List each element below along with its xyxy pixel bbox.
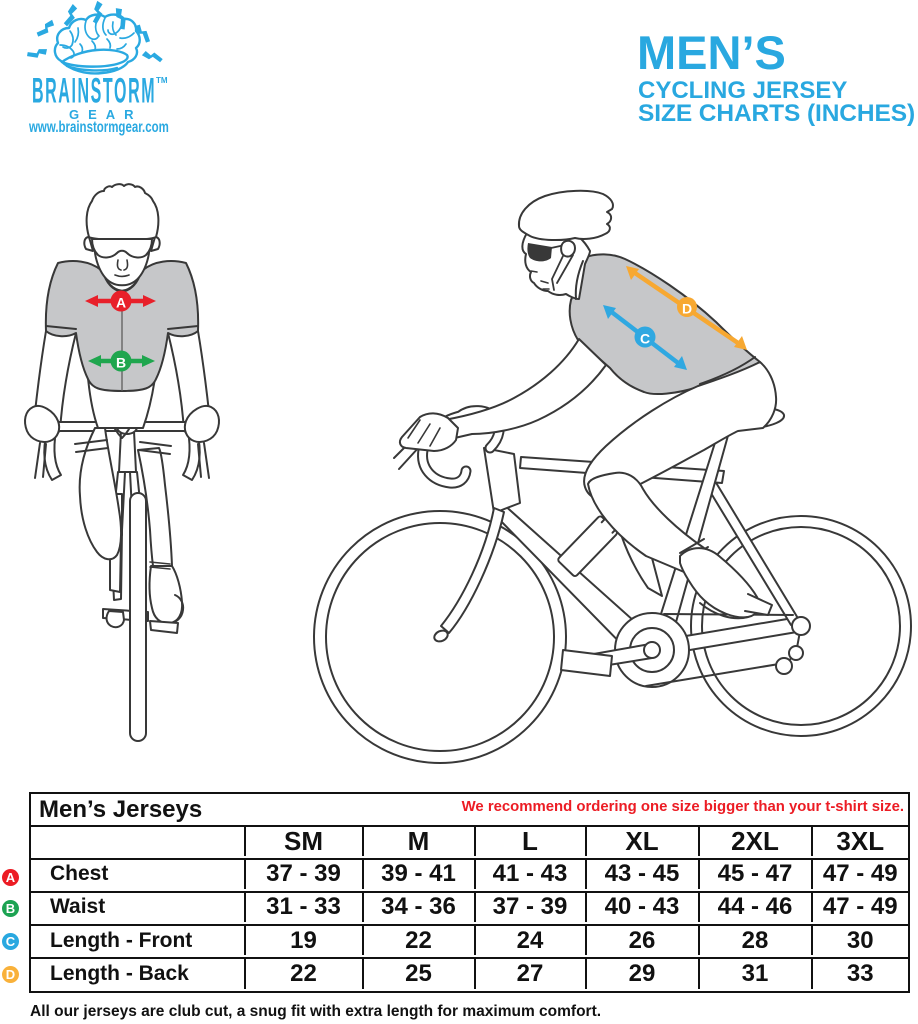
svg-text:B: B: [116, 355, 126, 371]
svg-text:A: A: [116, 295, 126, 311]
svg-text:D: D: [682, 301, 692, 317]
svg-text:C: C: [640, 331, 650, 347]
